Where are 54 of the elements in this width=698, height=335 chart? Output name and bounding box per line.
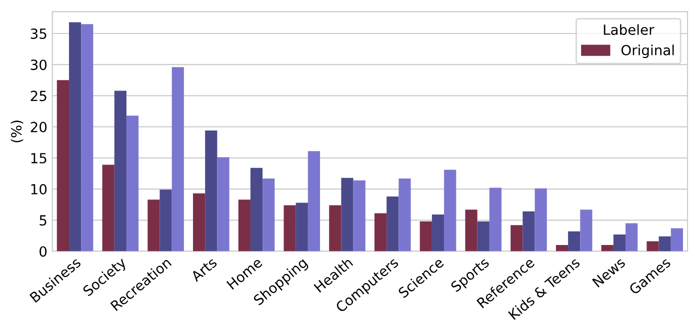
bar bbox=[465, 210, 478, 252]
bar bbox=[646, 241, 659, 252]
bar bbox=[601, 245, 614, 252]
bar bbox=[329, 205, 342, 252]
bar bbox=[192, 193, 206, 252]
bar bbox=[626, 223, 638, 252]
bar bbox=[420, 221, 432, 252]
bar bbox=[432, 214, 444, 252]
bar bbox=[81, 24, 94, 252]
bar bbox=[172, 67, 184, 252]
bar bbox=[444, 170, 456, 252]
bar bbox=[489, 188, 502, 252]
bar bbox=[510, 225, 523, 252]
bar bbox=[102, 164, 114, 252]
bar bbox=[308, 151, 320, 252]
bar bbox=[205, 130, 218, 252]
bar bbox=[522, 211, 535, 252]
y-tick-label: 30 bbox=[30, 60, 47, 70]
bar bbox=[126, 116, 139, 252]
y-tick-label: 0 bbox=[40, 246, 47, 257]
y-axis-title: (%) bbox=[10, 120, 24, 142]
bar bbox=[148, 200, 160, 252]
bar bbox=[250, 168, 263, 252]
bar bbox=[580, 210, 592, 252]
bar bbox=[613, 234, 626, 252]
bar bbox=[341, 178, 354, 252]
legend-title: Labeler bbox=[604, 24, 654, 35]
bar bbox=[296, 202, 308, 252]
bar bbox=[160, 190, 172, 252]
bar bbox=[568, 231, 580, 252]
bar bbox=[374, 213, 387, 252]
bar bbox=[353, 180, 366, 252]
x-tick-label: Arts bbox=[190, 256, 218, 282]
bar bbox=[217, 157, 230, 252]
y-tick-label: 15 bbox=[31, 153, 46, 164]
y-tick-label: 25 bbox=[30, 90, 46, 102]
bar bbox=[262, 178, 275, 252]
bar bbox=[534, 188, 547, 252]
bar bbox=[556, 245, 568, 252]
y-tick-label: 35 bbox=[30, 28, 46, 39]
bar bbox=[238, 200, 250, 252]
y-tick-label: 5 bbox=[40, 215, 46, 226]
bar bbox=[386, 196, 399, 252]
bar bbox=[68, 22, 82, 252]
bar bbox=[114, 90, 126, 252]
legend-label: Original bbox=[621, 44, 674, 58]
y-tick-label: 20 bbox=[30, 122, 47, 132]
bar bbox=[398, 178, 411, 252]
y-tick-label: 10 bbox=[31, 184, 47, 195]
bar bbox=[477, 221, 490, 252]
bar bbox=[658, 236, 671, 252]
bar bbox=[284, 205, 296, 252]
bar bbox=[670, 228, 683, 252]
bar bbox=[56, 80, 69, 252]
